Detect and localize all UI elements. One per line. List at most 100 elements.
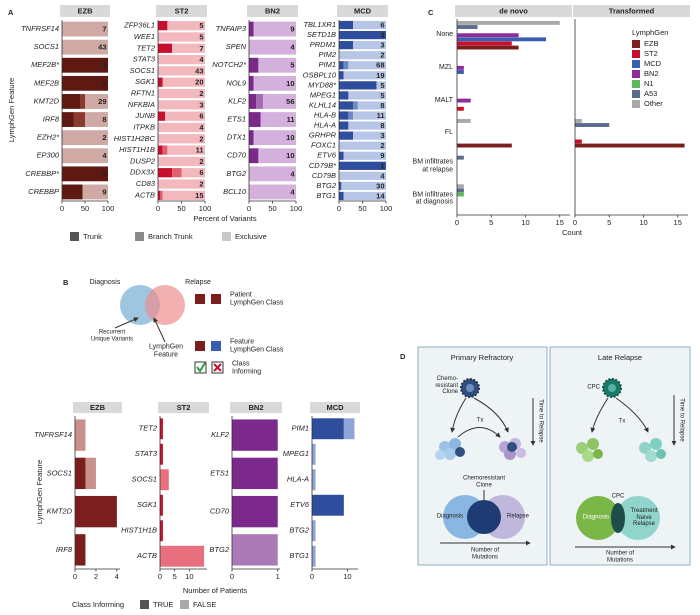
x-axis-title: Count xyxy=(562,228,583,237)
count-label: 4 xyxy=(199,123,204,132)
bar xyxy=(457,155,464,160)
y-tick-label: BTG2 xyxy=(316,181,336,190)
x-tick-label: 10 xyxy=(343,572,351,581)
bar-segment xyxy=(339,181,342,191)
count-label: 20 xyxy=(195,78,203,87)
count-label: 5 xyxy=(199,21,203,30)
bar xyxy=(457,188,464,193)
bar-segment xyxy=(339,20,354,30)
bar-segment xyxy=(75,534,86,566)
y-tick-label: NOTCH2* xyxy=(212,60,247,69)
bar-segment xyxy=(160,418,163,440)
x-tick-label: 100 xyxy=(199,204,212,213)
y-tick-label: MPEG1 xyxy=(310,90,336,99)
y-tick-label: PIM1 xyxy=(291,424,309,433)
legend-label: Trunk xyxy=(83,232,102,241)
y-tick-label: TNFAIP3 xyxy=(216,24,247,33)
arrow xyxy=(590,397,609,433)
count-label: 2 xyxy=(380,141,384,150)
bar-segment xyxy=(62,148,108,164)
legend-title: Class Informing xyxy=(72,600,124,609)
y-tick-label: KLHL14 xyxy=(309,100,336,109)
y-tick-label: DUSP2 xyxy=(130,156,156,165)
bar-segment xyxy=(353,111,386,120)
legend-swatch xyxy=(632,80,640,88)
bar-segment xyxy=(312,520,316,542)
count-label: 8 xyxy=(102,115,106,124)
facet-strip xyxy=(573,5,690,17)
y-tick-label: EZH2* xyxy=(37,133,60,142)
cross-icon xyxy=(213,363,222,372)
y-tick-label: ACTB xyxy=(134,190,155,199)
count-label: 6 xyxy=(199,112,203,121)
x-tick-label: 4 xyxy=(115,572,119,581)
y-tick-label: PIM1 xyxy=(318,60,336,69)
count-label: 3 xyxy=(380,131,384,140)
facet-strip xyxy=(455,5,572,17)
count-label: 2 xyxy=(380,51,384,60)
x-tick-label: 10 xyxy=(639,218,647,227)
bar-segment xyxy=(158,134,205,144)
legend-swatch xyxy=(222,232,231,241)
facet-strip xyxy=(230,402,282,413)
bar-segment xyxy=(353,41,386,50)
x-tick-label: 100 xyxy=(102,204,115,213)
bar-segment xyxy=(158,145,163,155)
x-axis-title: Percent of Variants xyxy=(193,214,256,223)
facet-title: BN2 xyxy=(265,6,280,15)
bar-segment xyxy=(357,101,386,110)
legend-swatch xyxy=(180,600,189,609)
facet-title: MCD xyxy=(354,6,372,15)
bar-segment xyxy=(80,94,85,109)
y-tick-label: HIST1H1B xyxy=(121,526,157,535)
y-tick-label: HLA-B xyxy=(314,111,336,120)
bar-segment xyxy=(62,130,108,146)
panel-label: B xyxy=(63,278,69,287)
x-tick-label: 2 xyxy=(94,572,98,581)
y-tick-label: OSBPL10 xyxy=(303,70,337,79)
legend-label: BN2 xyxy=(644,69,659,78)
bar-segment xyxy=(158,32,205,42)
y-tick-label: BTG1 xyxy=(289,551,309,560)
y-tick-label: ITPKB xyxy=(133,122,155,131)
count-label: 29 xyxy=(98,97,106,106)
bar-segment xyxy=(172,168,182,178)
x-tick-label: 5 xyxy=(489,218,493,227)
bar-segment xyxy=(158,100,205,110)
bar-segment xyxy=(260,112,296,127)
bar-segment xyxy=(249,166,296,182)
cell-cluster xyxy=(576,438,603,462)
count-label: 5 xyxy=(380,91,384,100)
bar-segment xyxy=(162,77,205,87)
y-tick-label: SOCS1 xyxy=(34,42,59,51)
bar-segment xyxy=(339,71,344,80)
y-tick-label: STAT3 xyxy=(135,449,158,458)
bar xyxy=(457,65,464,70)
bar xyxy=(457,70,464,74)
legend-swatch xyxy=(632,60,640,68)
bar-segment xyxy=(232,534,278,566)
y-tick-label: DTX1 xyxy=(227,133,246,142)
bar-segment xyxy=(249,57,259,73)
check-box xyxy=(194,361,207,374)
facet-strip xyxy=(310,402,360,413)
count-label: 4 xyxy=(290,187,295,196)
bar xyxy=(457,45,519,50)
bar-segment xyxy=(158,190,161,200)
bar-segment xyxy=(339,61,344,70)
cell-cluster xyxy=(435,438,465,460)
bar-segment xyxy=(249,184,296,200)
bar-segment xyxy=(82,184,108,200)
x-tick-label: 0 xyxy=(73,572,77,581)
count-label: 5 xyxy=(199,32,203,41)
bar xyxy=(457,106,464,111)
y-tick-label: ETS1 xyxy=(210,468,229,477)
bar xyxy=(575,143,685,148)
arrow xyxy=(153,317,166,343)
y-tick-label: NOL9 xyxy=(226,78,246,87)
y-tick-label: ETV6 xyxy=(317,151,337,160)
legend-swatch xyxy=(632,50,640,58)
bar-segment xyxy=(249,75,254,91)
bar-segment xyxy=(172,43,205,53)
